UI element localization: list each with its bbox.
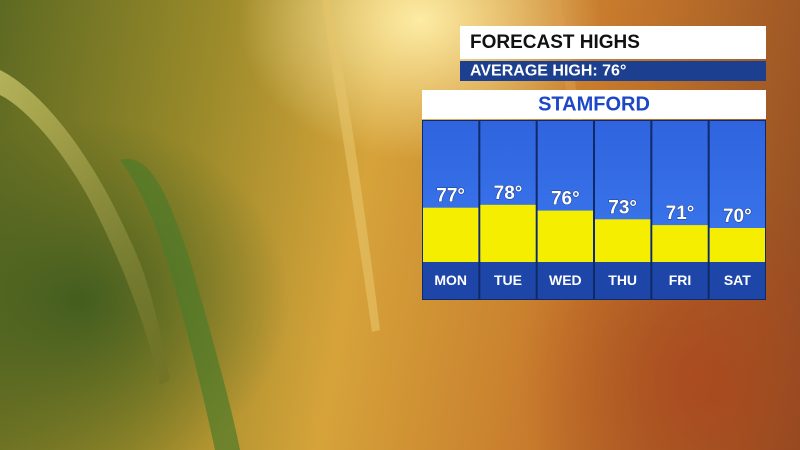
value-label: 78° (494, 183, 523, 204)
x-tick-label: THU (608, 272, 637, 288)
location: STAMFORD (538, 93, 650, 115)
x-tick-label: TUE (494, 272, 522, 288)
bar (709, 228, 765, 262)
value-label: 71° (666, 203, 695, 224)
x-tick-label: MON (434, 272, 467, 288)
day-cell (652, 262, 708, 299)
chart-panel (422, 120, 766, 300)
x-tick-label: WED (549, 272, 582, 288)
bar (423, 207, 479, 262)
value-label: 70° (723, 206, 752, 227)
title-box (460, 26, 766, 59)
chart-subtitle: AVERAGE HIGH: 76° (470, 63, 626, 80)
bar (480, 204, 536, 262)
bar (537, 210, 593, 262)
subtitle-box (460, 61, 766, 81)
location-box (422, 90, 766, 119)
bar (595, 219, 651, 262)
x-tick-label: FRI (669, 272, 692, 288)
day-cell (709, 262, 765, 299)
value-label: 77° (436, 186, 465, 207)
value-label: 73° (608, 197, 637, 218)
value-label: 76° (551, 189, 580, 210)
day-cell (537, 262, 593, 299)
day-cell (595, 262, 651, 299)
day-cell (480, 262, 536, 299)
day-cell (423, 262, 479, 299)
bar (652, 225, 708, 262)
x-tick-label: SAT (724, 272, 751, 288)
chart-title: FORECAST HIGHS (470, 32, 640, 53)
